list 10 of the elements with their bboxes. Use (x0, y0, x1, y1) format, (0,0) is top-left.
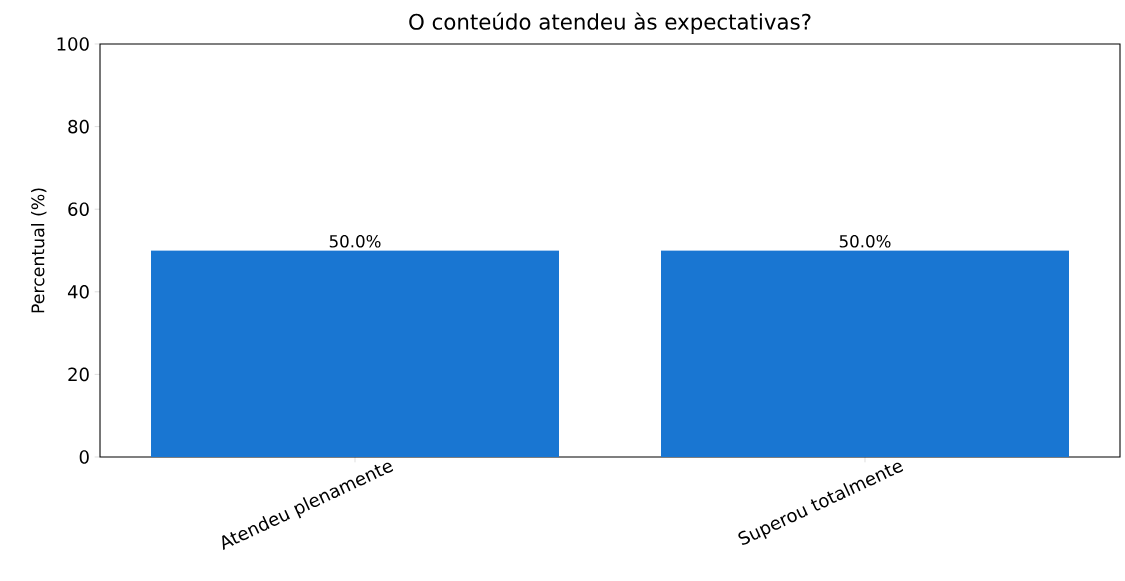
y-tick-label: 40 (67, 284, 89, 299)
y-tick-label: 20 (68, 367, 89, 382)
y-tick-label: 0 (79, 450, 89, 464)
y-tick-label: 100 (57, 37, 89, 51)
chart-title: O conteúdo atendeu às expectativas? (409, 12, 811, 34)
y-tick-label: 60 (68, 202, 89, 216)
y-tick-label: 80 (68, 119, 89, 134)
y-axis-title: Percentual (%) (31, 188, 47, 313)
data-label: 50.0% (839, 234, 891, 248)
data-label: 50.0% (329, 234, 381, 248)
